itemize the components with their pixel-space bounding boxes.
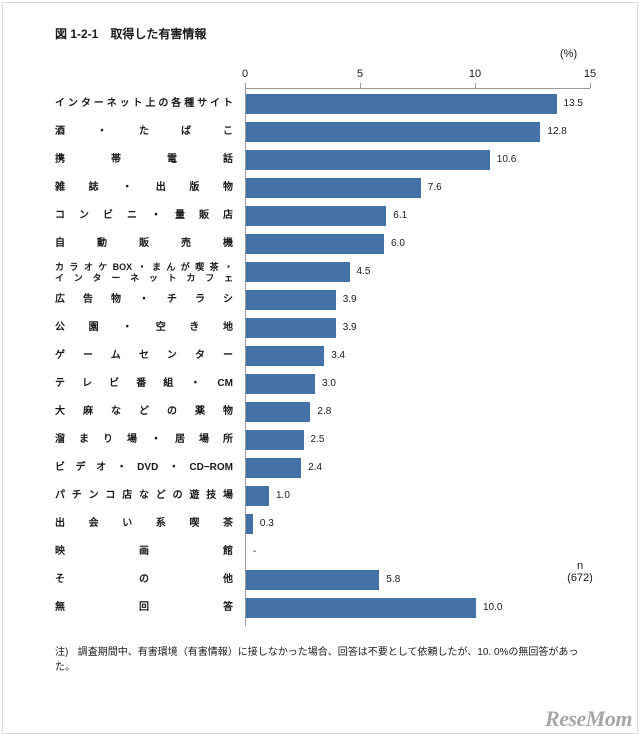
watermark: ReseMom bbox=[545, 706, 632, 732]
category-label: 大麻などの薬物 bbox=[55, 406, 233, 418]
bar bbox=[246, 178, 421, 198]
value-label: 3.0 bbox=[322, 378, 336, 389]
x-tick-label: 10 bbox=[469, 68, 481, 80]
category-label: 自 動 販 売 機 bbox=[55, 238, 233, 250]
bar bbox=[246, 150, 490, 170]
value-label: 13.5 bbox=[564, 98, 583, 109]
value-label: 2.4 bbox=[308, 462, 322, 473]
unit-label: (%) bbox=[560, 48, 577, 60]
category-label: 無 回 答 bbox=[55, 602, 233, 614]
x-tickmark bbox=[360, 83, 361, 88]
n-bottom: (672) bbox=[555, 572, 605, 584]
value-label: 3.4 bbox=[331, 350, 345, 361]
bar bbox=[246, 598, 476, 618]
value-label: 1.0 bbox=[276, 490, 290, 501]
x-tickmark bbox=[475, 83, 476, 88]
value-label: 6.0 bbox=[391, 238, 405, 249]
bar bbox=[246, 346, 324, 366]
value-label: 4.5 bbox=[357, 266, 371, 277]
category-label: 携 帯 電 話 bbox=[55, 154, 233, 166]
value-label: 5.8 bbox=[386, 574, 400, 585]
bar bbox=[246, 94, 557, 114]
category-label: ビデオ・DVD・CD−ROM bbox=[55, 462, 233, 474]
footnote-text: 調査期間中、有害環境（有害情報）に接しなかった場合、回答は不要として依頼したが、… bbox=[55, 647, 578, 673]
value-label: 2.5 bbox=[311, 434, 325, 445]
footnote: 注) 調査期間中、有害環境（有害情報）に接しなかった場合、回答は不要として依頼し… bbox=[55, 645, 595, 675]
bar bbox=[246, 570, 379, 590]
category-label: 公 園 ・ 空 き 地 bbox=[55, 322, 233, 334]
value-label: 7.6 bbox=[428, 182, 442, 193]
bar bbox=[246, 234, 384, 254]
value-label: 10.0 bbox=[483, 602, 502, 613]
value-label: 6.1 bbox=[393, 210, 407, 221]
bar bbox=[246, 430, 304, 450]
x-tick-label: 5 bbox=[357, 68, 363, 80]
category-label: インターネット上の各種サイト bbox=[55, 98, 233, 110]
value-label: 10.6 bbox=[497, 154, 516, 165]
category-label: 雑 誌 ・ 出 版 物 bbox=[55, 182, 233, 194]
x-tick-label: 15 bbox=[584, 68, 596, 80]
value-label: 3.9 bbox=[343, 294, 357, 305]
bar bbox=[246, 290, 336, 310]
bar bbox=[246, 514, 253, 534]
category-label: 溜まり場・居場所 bbox=[55, 434, 233, 446]
x-tick-label: 0 bbox=[242, 68, 248, 80]
value-label: - bbox=[253, 546, 256, 557]
n-label: n (672) bbox=[555, 560, 605, 584]
category-label: 出会い系喫茶 bbox=[55, 518, 233, 530]
category-label: パチンコ店などの遊技場 bbox=[55, 490, 233, 502]
category-label: 映 画 館 bbox=[55, 546, 233, 558]
category-label: カラオケBOX・まんが喫茶・インターネットカフェ bbox=[55, 262, 233, 284]
category-label: そ の 他 bbox=[55, 574, 233, 586]
bar bbox=[246, 122, 540, 142]
category-label: ゲームセンター bbox=[55, 350, 233, 362]
value-label: 12.8 bbox=[547, 126, 566, 137]
bar bbox=[246, 262, 350, 282]
bar bbox=[246, 318, 336, 338]
x-axis bbox=[245, 88, 590, 89]
category-label: テレビ番組・CM bbox=[55, 378, 233, 390]
bar bbox=[246, 206, 386, 226]
chart-title: 図 1-2-1 取得した有害情報 bbox=[55, 25, 206, 42]
value-label: 3.9 bbox=[343, 322, 357, 333]
category-label: 広 告 物 ・ チ ラ シ bbox=[55, 294, 233, 306]
bar bbox=[246, 458, 301, 478]
value-label: 2.8 bbox=[317, 406, 331, 417]
category-label: コンビニ・量販店 bbox=[55, 210, 233, 222]
n-top: n bbox=[555, 560, 605, 572]
bar bbox=[246, 486, 269, 506]
bar bbox=[246, 374, 315, 394]
value-label: 0.3 bbox=[260, 518, 274, 529]
bar bbox=[246, 402, 310, 422]
x-tickmark bbox=[590, 83, 591, 88]
footnote-lead: 注) bbox=[55, 645, 75, 660]
category-label: 酒 ・ た ば こ bbox=[55, 126, 233, 138]
